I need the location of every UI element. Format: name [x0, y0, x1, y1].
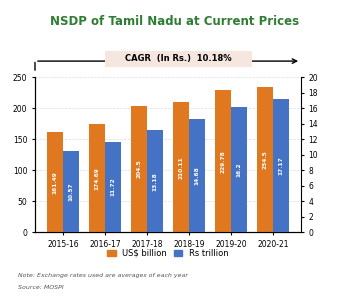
Bar [173, 102, 189, 232]
Bar [63, 150, 79, 232]
Text: Note: Exchange rates used are averages of each year: Note: Exchange rates used are averages o… [18, 273, 188, 278]
Text: 161.49: 161.49 [52, 171, 57, 194]
Bar [131, 106, 147, 232]
Bar [189, 119, 205, 232]
Text: 210.11: 210.11 [178, 156, 183, 179]
Text: 229.78: 229.78 [220, 150, 225, 173]
Text: 16.2: 16.2 [237, 162, 242, 177]
Bar [105, 142, 121, 232]
Text: 17.17: 17.17 [279, 156, 284, 175]
Text: 234.5: 234.5 [262, 150, 267, 169]
Bar [89, 124, 105, 232]
Text: 174.69: 174.69 [94, 167, 99, 190]
Legend: US$ billion, Rs trillion: US$ billion, Rs trillion [104, 245, 232, 261]
Text: CAGR  (In Rs.)  10.18%: CAGR (In Rs.) 10.18% [125, 54, 232, 63]
Bar [215, 90, 231, 232]
Bar [147, 130, 163, 232]
Bar [257, 87, 273, 232]
Bar [47, 132, 63, 232]
Bar [231, 107, 247, 232]
Bar [273, 100, 289, 232]
Text: 10.57: 10.57 [69, 182, 74, 201]
Text: 11.72: 11.72 [111, 178, 116, 196]
Text: 204.5: 204.5 [136, 160, 141, 179]
Text: 13.18: 13.18 [153, 172, 158, 191]
Text: Source: MOSPI: Source: MOSPI [18, 285, 63, 290]
Text: NSDP of Tamil Nadu at Current Prices: NSDP of Tamil Nadu at Current Prices [50, 15, 300, 28]
Text: 14.68: 14.68 [195, 166, 200, 185]
